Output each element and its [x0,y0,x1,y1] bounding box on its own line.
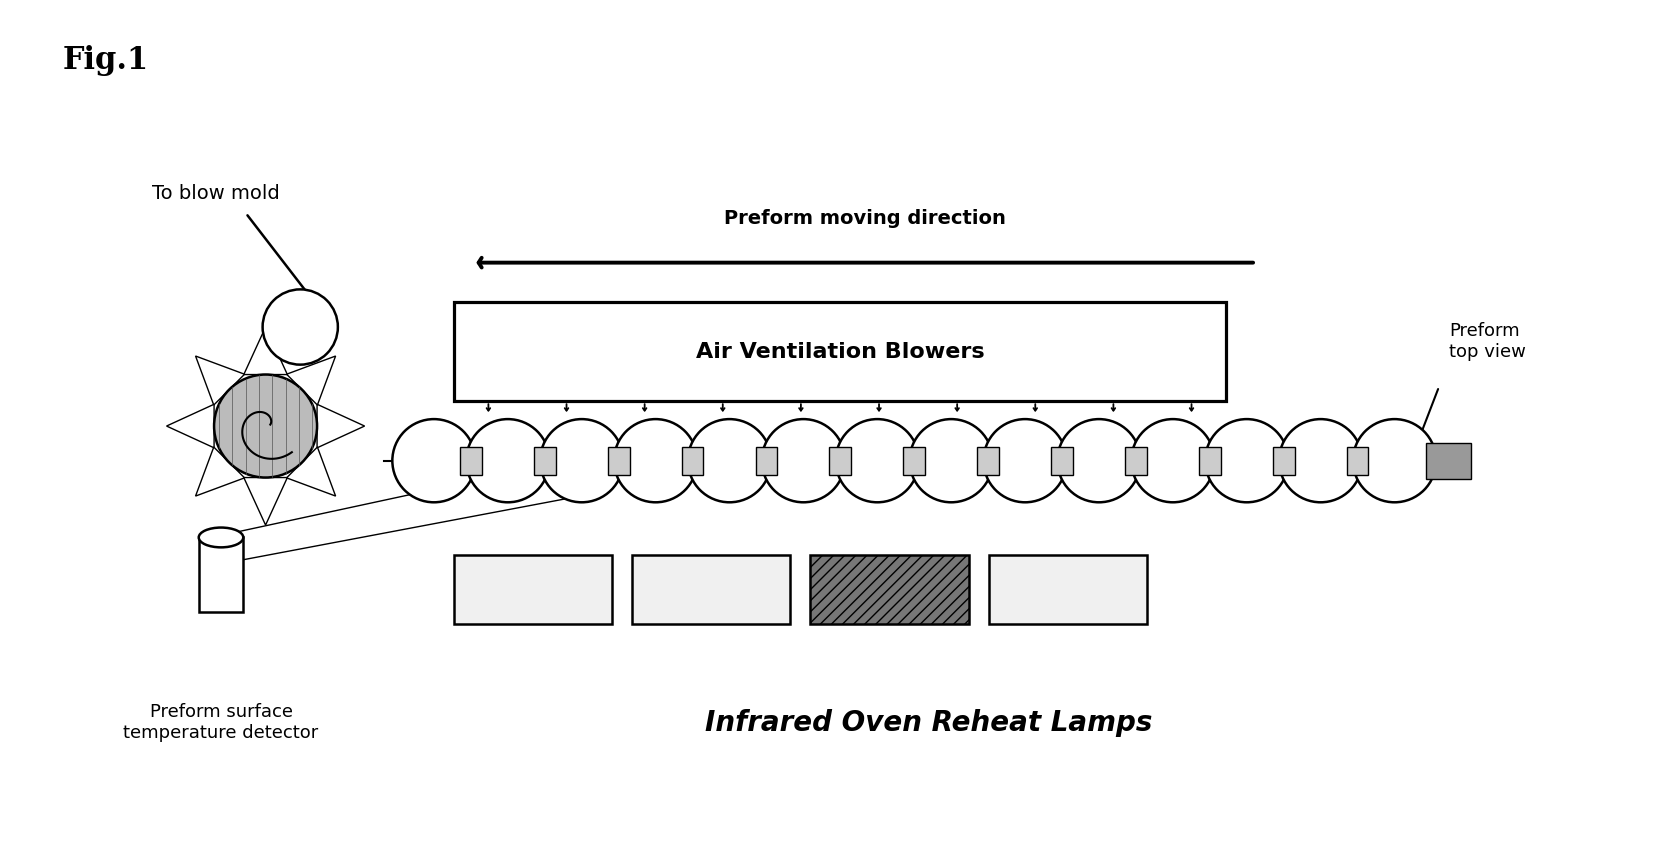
Circle shape [1057,419,1140,502]
Bar [1426,443,1471,479]
Polygon shape [244,327,288,375]
Polygon shape [286,447,336,496]
Polygon shape [286,356,336,405]
Circle shape [687,419,771,502]
Bar [976,447,1000,474]
Text: Infrared Oven Reheat Lamps: Infrared Oven Reheat Lamps [706,709,1152,737]
Circle shape [836,419,920,502]
Bar [533,447,555,474]
Bar [829,447,851,474]
Circle shape [614,419,697,502]
Circle shape [540,419,624,502]
Bar [682,447,704,474]
Text: Heater 2: Heater 2 [667,580,756,598]
Circle shape [910,419,993,502]
Text: Preform surface
temperature detector: Preform surface temperature detector [124,703,319,742]
Bar [1199,447,1221,474]
Bar [1052,447,1073,474]
Bar [1346,447,1368,474]
Circle shape [1206,419,1289,502]
Circle shape [1279,419,1363,502]
Text: Preform moving direction: Preform moving direction [724,209,1005,228]
Circle shape [263,289,338,365]
Bar [811,554,968,624]
Polygon shape [244,478,288,525]
Text: Heater 1: Heater 1 [1023,580,1112,598]
Circle shape [1132,419,1214,502]
Text: Heater 3: Heater 3 [490,580,577,598]
Bar [460,447,482,474]
Bar [903,447,925,474]
Bar [632,554,791,624]
Polygon shape [196,356,244,405]
Circle shape [466,419,550,502]
Polygon shape [196,447,244,496]
Circle shape [214,375,318,478]
Circle shape [983,419,1067,502]
Text: Equil.: Equil. [861,580,918,598]
Bar [756,447,777,474]
Circle shape [762,419,844,502]
Text: Fig.1: Fig.1 [62,45,149,76]
Bar [1125,447,1147,474]
Circle shape [1353,419,1436,502]
Text: Preform
top view: Preform top view [1450,322,1527,361]
Circle shape [393,419,475,502]
Bar [1272,447,1294,474]
Ellipse shape [199,528,244,548]
Bar [453,302,1226,401]
Text: Air Ventilation Blowers: Air Ventilation Blowers [696,342,985,362]
Bar [453,554,612,624]
Bar [199,537,244,611]
Bar [988,554,1147,624]
Polygon shape [318,405,364,448]
Polygon shape [167,405,214,448]
Text: To blow mold: To blow mold [152,184,279,203]
Bar [607,447,630,474]
